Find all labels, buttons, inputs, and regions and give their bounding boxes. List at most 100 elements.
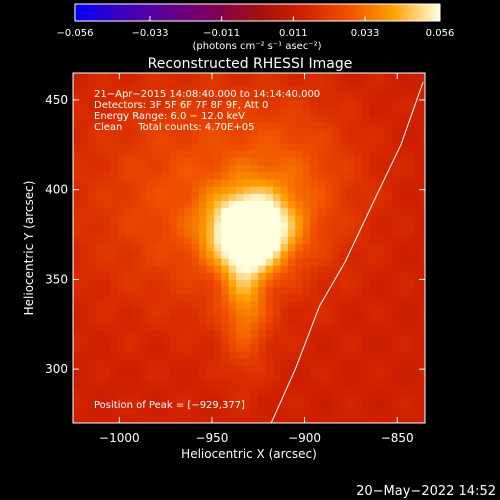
heatmap-cell [87,229,96,237]
heatmap-cell [273,171,282,180]
heatmap-cell [243,221,252,230]
heatmap-cell [73,286,82,295]
heatmap-cell [87,221,96,230]
heatmap-cell [221,372,230,381]
heatmap-cell [302,200,311,209]
heatmap-cell [406,272,415,281]
heatmap-cell [391,344,400,352]
heatmap-cell [362,358,371,367]
colorbar [74,3,441,22]
heatmap-cell [354,128,363,137]
heatmap-cell [317,358,326,367]
heatmap-cell [399,336,408,345]
heatmap-cell [132,322,141,331]
heatmap-cell [132,279,141,288]
heatmap-cell [384,157,393,166]
heatmap-cell [302,171,311,180]
heatmap-cell [391,243,400,252]
heatmap-cell [154,243,163,252]
heatmap-cell [265,257,274,266]
heatmap-cell [362,150,371,158]
heatmap-cell [399,272,408,281]
heatmap-cell [221,135,230,144]
heatmap-cell [139,372,148,381]
heatmap-cell [287,315,296,324]
heatmap-cell [265,250,274,259]
heatmap-cell [421,85,425,94]
date-stamp: 20−May−2022 14:52 [356,484,496,499]
heatmap-cell [287,207,296,216]
heatmap-cell [354,300,363,309]
heatmap-cell [132,229,141,237]
heatmap-cell [243,128,252,137]
heatmap-cell [169,150,178,158]
heatmap-cell [250,78,259,87]
heatmap-cell [95,157,104,166]
heatmap-cell [176,221,185,230]
heatmap-cell [243,200,252,209]
heatmap-cell [243,286,252,295]
heatmap-cell [161,85,170,94]
heatmap-cell [384,272,393,281]
heatmap-cell [406,150,415,158]
heatmap-cell [73,164,82,173]
heatmap-cell [384,322,393,331]
heatmap-cell [176,214,185,223]
heatmap-cell [184,150,193,158]
heatmap-cell [184,408,193,417]
heatmap-cell [280,293,289,302]
heatmap-cell [124,250,133,259]
heatmap-cell [154,344,163,352]
heatmap-cell [206,107,215,115]
heatmap-cell [206,329,215,338]
heatmap-cell [302,387,311,395]
heatmap-cell [273,229,282,237]
heatmap-cell [324,358,333,367]
heatmap-cell [198,135,207,144]
heatmap-cell [154,401,163,410]
heatmap-cell [302,135,311,144]
heatmap-cell [354,236,363,245]
heatmap-cell [154,157,163,166]
heatmap-cell [258,315,267,324]
heatmap-cell [384,358,393,367]
heatmap-cell [250,336,259,345]
heatmap-cell [406,164,415,173]
heatmap-cell [80,315,89,324]
heatmap-cell [221,73,230,79]
heatmap-cell [406,401,415,410]
heatmap-cell [206,92,215,101]
heatmap-cell [95,114,104,123]
heatmap-cell [273,329,282,338]
heatmap-cell [221,300,230,309]
heatmap-cell [176,143,185,151]
heatmap-cell [198,221,207,230]
heatmap-cell [391,164,400,173]
heatmap-cell [421,372,425,381]
heatmap-cell [354,92,363,101]
heatmap-cell [117,394,126,403]
heatmap-cell [354,186,363,194]
heatmap-cell [198,171,207,180]
heatmap-cell [124,315,133,324]
heatmap-cell [236,365,245,374]
heatmap-cell [287,243,296,252]
heatmap-cell [391,250,400,259]
heatmap-cell [102,171,111,180]
heatmap-cell [369,193,378,202]
heatmap-cell [369,229,378,237]
heatmap-cell [391,143,400,151]
heatmap-cell [198,329,207,338]
heatmap-cell [250,214,259,223]
heatmap-cell [376,336,385,345]
heatmap-cell [221,186,230,194]
heatmap-cell [354,379,363,388]
heatmap-cell [95,300,104,309]
heatmap-cell [273,351,282,359]
heatmap-cell [369,372,378,381]
heatmap-cell [362,401,371,410]
heatmap-cell [147,236,156,245]
heatmap-cell [110,107,119,115]
heatmap-cell [362,336,371,345]
